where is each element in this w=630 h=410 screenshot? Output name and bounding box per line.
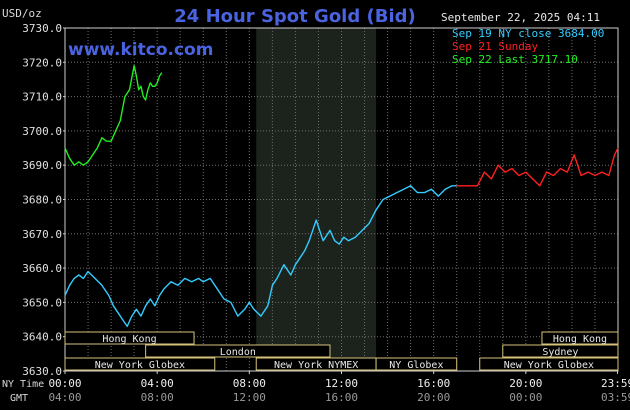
y-tick-label: 3650.0 — [22, 296, 62, 309]
market-session-box — [375, 357, 458, 371]
market-session-label: NY Globex — [389, 360, 443, 371]
x-tick-label-gmt: 20:00 — [417, 391, 450, 404]
y-tick-label: 3670.0 — [22, 228, 62, 241]
x-tick-label-ny: 04:00 — [141, 377, 174, 390]
nymex-session-shade — [256, 28, 377, 371]
legend-item-ny-close: Sep 19 NY close 3684.00 — [452, 27, 604, 40]
x-tick-label-gmt: 12:00 — [233, 391, 266, 404]
y-tick-label: 3690.0 — [22, 159, 62, 172]
market-session-label: New York Globex — [95, 360, 185, 371]
x-tick-label-gmt: 00:00 — [509, 391, 542, 404]
x-tick-label-ny: 00:00 — [48, 377, 81, 390]
market-session-box — [541, 331, 619, 345]
legend-item-sunday: Sep 21 Sunday — [452, 40, 538, 53]
market-session-box — [64, 331, 195, 345]
x-tick-label-ny: 08:00 — [233, 377, 266, 390]
chart-title: 24 Hour Spot Gold (Bid) — [174, 6, 415, 27]
y-tick-label: 3630.0 — [22, 365, 62, 378]
market-session-label: Sydney — [542, 347, 578, 358]
y-tick-label: 3720.0 — [22, 56, 62, 69]
y-tick-label: 3730.0 — [22, 22, 62, 35]
y-axis-label: USD/oz — [2, 7, 42, 20]
market-session-label: New York NYMEX — [274, 360, 358, 371]
market-session-box — [64, 357, 216, 371]
timestamp: September 22, 2025 04:11 — [441, 11, 600, 24]
x-tick-label-ny: 12:00 — [325, 377, 358, 390]
market-session-label: Hong Kong — [102, 334, 156, 345]
x-tick-label-gmt: 04:00 — [48, 391, 81, 404]
market-session-box — [145, 344, 331, 358]
series-line-1 — [456, 147, 619, 187]
y-tick-label: 3710.0 — [22, 91, 62, 104]
x-tick-label-gmt: 16:00 — [325, 391, 358, 404]
x-tick-label-ny: 16:00 — [417, 377, 450, 390]
website-watermark: www.kitco.com — [68, 40, 213, 60]
series-line-2 — [64, 64, 163, 166]
market-session-box — [502, 344, 619, 358]
legend-item-last: Sep 22 Last 3717.10 — [452, 53, 578, 66]
x-tick-label-ny: 23:59 — [601, 377, 630, 390]
y-tick-label: 3700.0 — [22, 125, 62, 138]
ny-time-row-label: NY Time — [2, 379, 44, 390]
market-session-label: New York Globex — [504, 360, 594, 371]
x-tick-label-gmt: 03:59 — [601, 391, 630, 404]
legend: Sep 19 NY close 3684.00 Sep 21 Sunday Se… — [452, 27, 604, 66]
y-tick-label: 3640.0 — [22, 331, 62, 344]
y-tick-label: 3680.0 — [22, 194, 62, 207]
market-session-label: Hong Kong — [553, 334, 607, 345]
gmt-row-label: GMT — [10, 393, 28, 404]
x-tick-label-gmt: 08:00 — [141, 391, 174, 404]
series-line-0 — [64, 185, 457, 328]
x-tick-label-ny: 20:00 — [509, 377, 542, 390]
y-tick-label: 3660.0 — [22, 262, 62, 275]
market-session-label: London — [220, 347, 256, 358]
market-session-box — [479, 357, 619, 371]
